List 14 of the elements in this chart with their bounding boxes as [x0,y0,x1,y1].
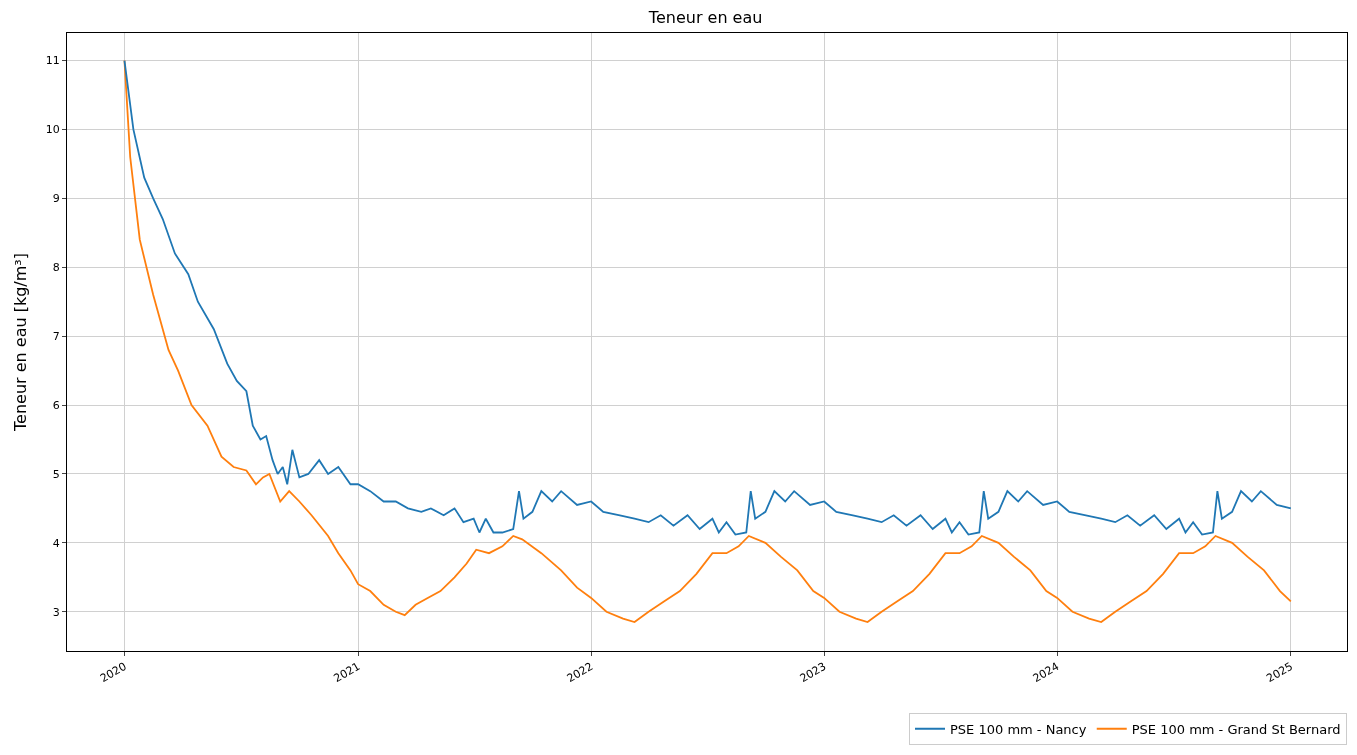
y-tick-label: 4 [52,536,60,550]
y-tick-label: 5 [52,467,60,481]
legend-label: PSE 100 mm - Nancy [950,721,1087,737]
y-tick-label: 6 [52,398,60,412]
legend-label: PSE 100 mm - Grand St Bernard [1131,721,1341,737]
line-series [123,59,1292,536]
y-axis-title: Teneur en eau [kg/m³] [10,253,30,432]
y-tick-label: 7 [52,329,60,343]
y-tick-label: 3 [52,605,60,619]
y-tick-label: 8 [52,261,60,275]
y-tick-label: 11 [45,54,60,68]
y-tick-label: 9 [52,192,60,206]
y-tick-label: 10 [45,123,60,137]
chart-title: Teneur en eau [647,7,763,27]
